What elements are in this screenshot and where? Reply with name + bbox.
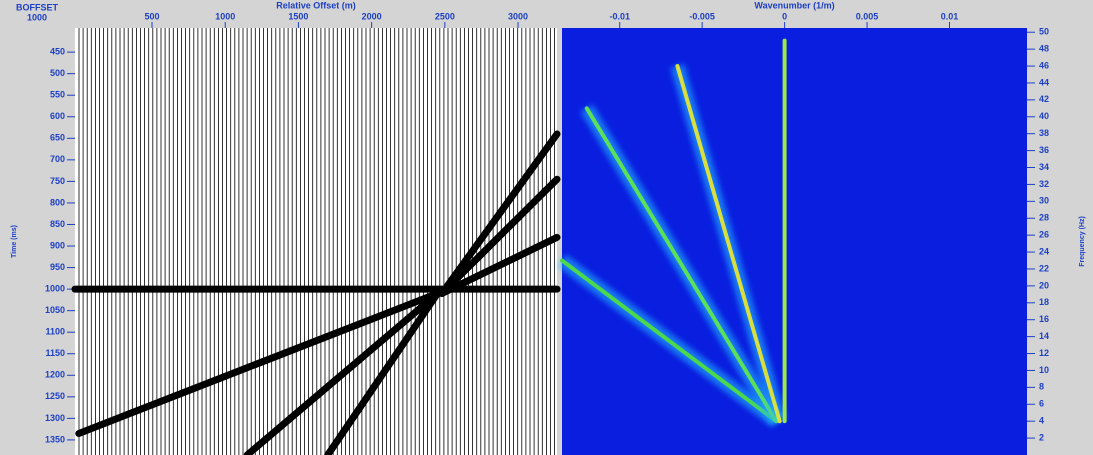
y-axis-label: Time (ms) (11, 225, 18, 258)
y-tick-label: 10 (1039, 365, 1049, 375)
x-tick-label: 1000 (215, 11, 235, 21)
y-tick-label: 46 (1039, 60, 1049, 70)
y-tick-label: 4 (1039, 416, 1044, 426)
x-tick-label: 2000 (362, 11, 382, 21)
y-tick-label: 650 (50, 133, 65, 143)
x-tick-label: 3000 (508, 11, 528, 21)
x-tick-label: 500 (144, 11, 159, 21)
y-axis-label: Frequency (Hz) (1079, 216, 1086, 267)
y-tick-label: 18 (1039, 297, 1049, 307)
y-tick-label: 14 (1039, 331, 1049, 341)
y-tick-label: 40 (1039, 111, 1049, 121)
y-tick-label: 38 (1039, 128, 1049, 138)
y-tick-label: 16 (1039, 314, 1049, 324)
y-tick-label: 500 (50, 68, 65, 78)
x-tick-label: -0.01 (609, 11, 630, 21)
y-tick-label: 700 (50, 154, 65, 164)
y-tick-label: 1050 (45, 305, 65, 315)
chart: BOFFSET 1000 Relative Offset (m) Time (ms… (0, 0, 1093, 455)
y-tick-label: 950 (50, 262, 65, 272)
y-tick-label: 22 (1039, 263, 1049, 273)
y-tick-label: 12 (1039, 348, 1049, 358)
y-tick-label: 6 (1039, 399, 1044, 409)
y-tick-label: 48 (1039, 44, 1049, 54)
y-tick-label: 42 (1039, 94, 1049, 104)
y-tick-label: 450 (50, 47, 65, 57)
y-tick-label: 900 (50, 240, 65, 250)
y-tick-label: 1150 (45, 348, 65, 358)
y-tick-label: 26 (1039, 230, 1049, 240)
y-tick-label: 36 (1039, 145, 1049, 155)
y-tick-label: 50 (1039, 27, 1049, 37)
y-tick-label: 30 (1039, 196, 1049, 206)
y-tick-label: 600 (50, 111, 65, 121)
y-tick-label: 1250 (45, 391, 65, 401)
y-tick-label: 1000 (45, 283, 65, 293)
header: BOFFSET (16, 2, 59, 12)
y-tick-label: 1350 (45, 434, 65, 444)
y-tick-label: 24 (1039, 246, 1049, 256)
x-tick-label: 2500 (435, 11, 455, 21)
y-tick-label: 800 (50, 197, 65, 207)
y-tick-label: 550 (50, 90, 65, 100)
x-tick-label: -0.005 (689, 11, 715, 21)
y-tick-label: 44 (1039, 77, 1049, 87)
x-tick-label: 0 (782, 11, 787, 21)
y-tick-label: 20 (1039, 280, 1049, 290)
x-axis-label: Wavenumber (1/m) (754, 0, 834, 10)
plot-background (562, 28, 1027, 455)
y-tick-label: 750 (50, 176, 65, 186)
y-tick-label: 32 (1039, 179, 1049, 189)
y-tick-label: 1200 (45, 370, 65, 380)
y-tick-label: 850 (50, 219, 65, 229)
x-tick-label: 0.01 (941, 11, 959, 21)
y-tick-label: 8 (1039, 382, 1044, 392)
x-tick-label: 1500 (288, 11, 308, 21)
y-tick-label: 1100 (45, 327, 65, 337)
y-tick-label: 34 (1039, 162, 1049, 172)
header-value: 1000 (27, 12, 47, 22)
y-tick-label: 1300 (45, 413, 65, 423)
y-tick-label: 28 (1039, 213, 1049, 223)
x-axis-label: Relative Offset (m) (276, 0, 356, 10)
x-tick-label: 0.005 (856, 11, 879, 21)
y-tick-label: 2 (1039, 432, 1044, 442)
